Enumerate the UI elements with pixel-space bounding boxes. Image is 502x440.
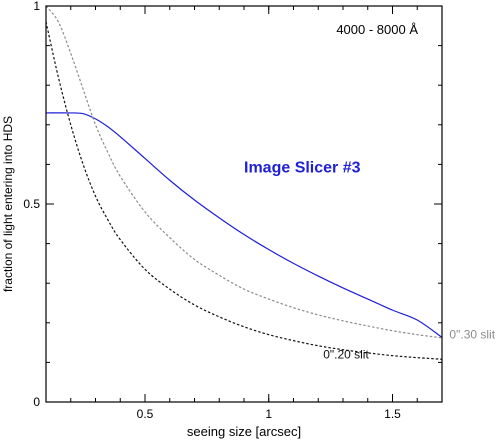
series-label-2: 0".30 slit — [449, 328, 495, 342]
x-axis-title: seeing size [arcsec] — [187, 424, 301, 439]
x-tick-label: 0.5 — [137, 407, 154, 421]
y-tick-label: 0 — [33, 395, 40, 409]
y-tick-label: 0.5 — [23, 197, 40, 211]
x-tick-label: 1.5 — [384, 407, 401, 421]
series-label-3: 0".20 slit — [323, 347, 369, 361]
series-label-1: Image Slicer #3 — [244, 159, 361, 176]
range-annotation: 4000 - 8000 Å — [336, 22, 418, 37]
labels-layer: Image Slicer #3 0".30 slit 0".20 slit — [244, 159, 496, 361]
series-line-3 — [45, 21, 443, 360]
y-tick-label: 1 — [33, 0, 40, 13]
ticks-layer: 0.5 1 1.5 0 0.5 1 — [23, 0, 442, 421]
series-line-1 — [45, 112, 443, 338]
series-line-2 — [45, 5, 443, 339]
x-tick-label: 1 — [265, 407, 272, 421]
y-axis-title: fraction of light entering into HDS — [1, 116, 15, 292]
series-layer — [45, 5, 443, 360]
